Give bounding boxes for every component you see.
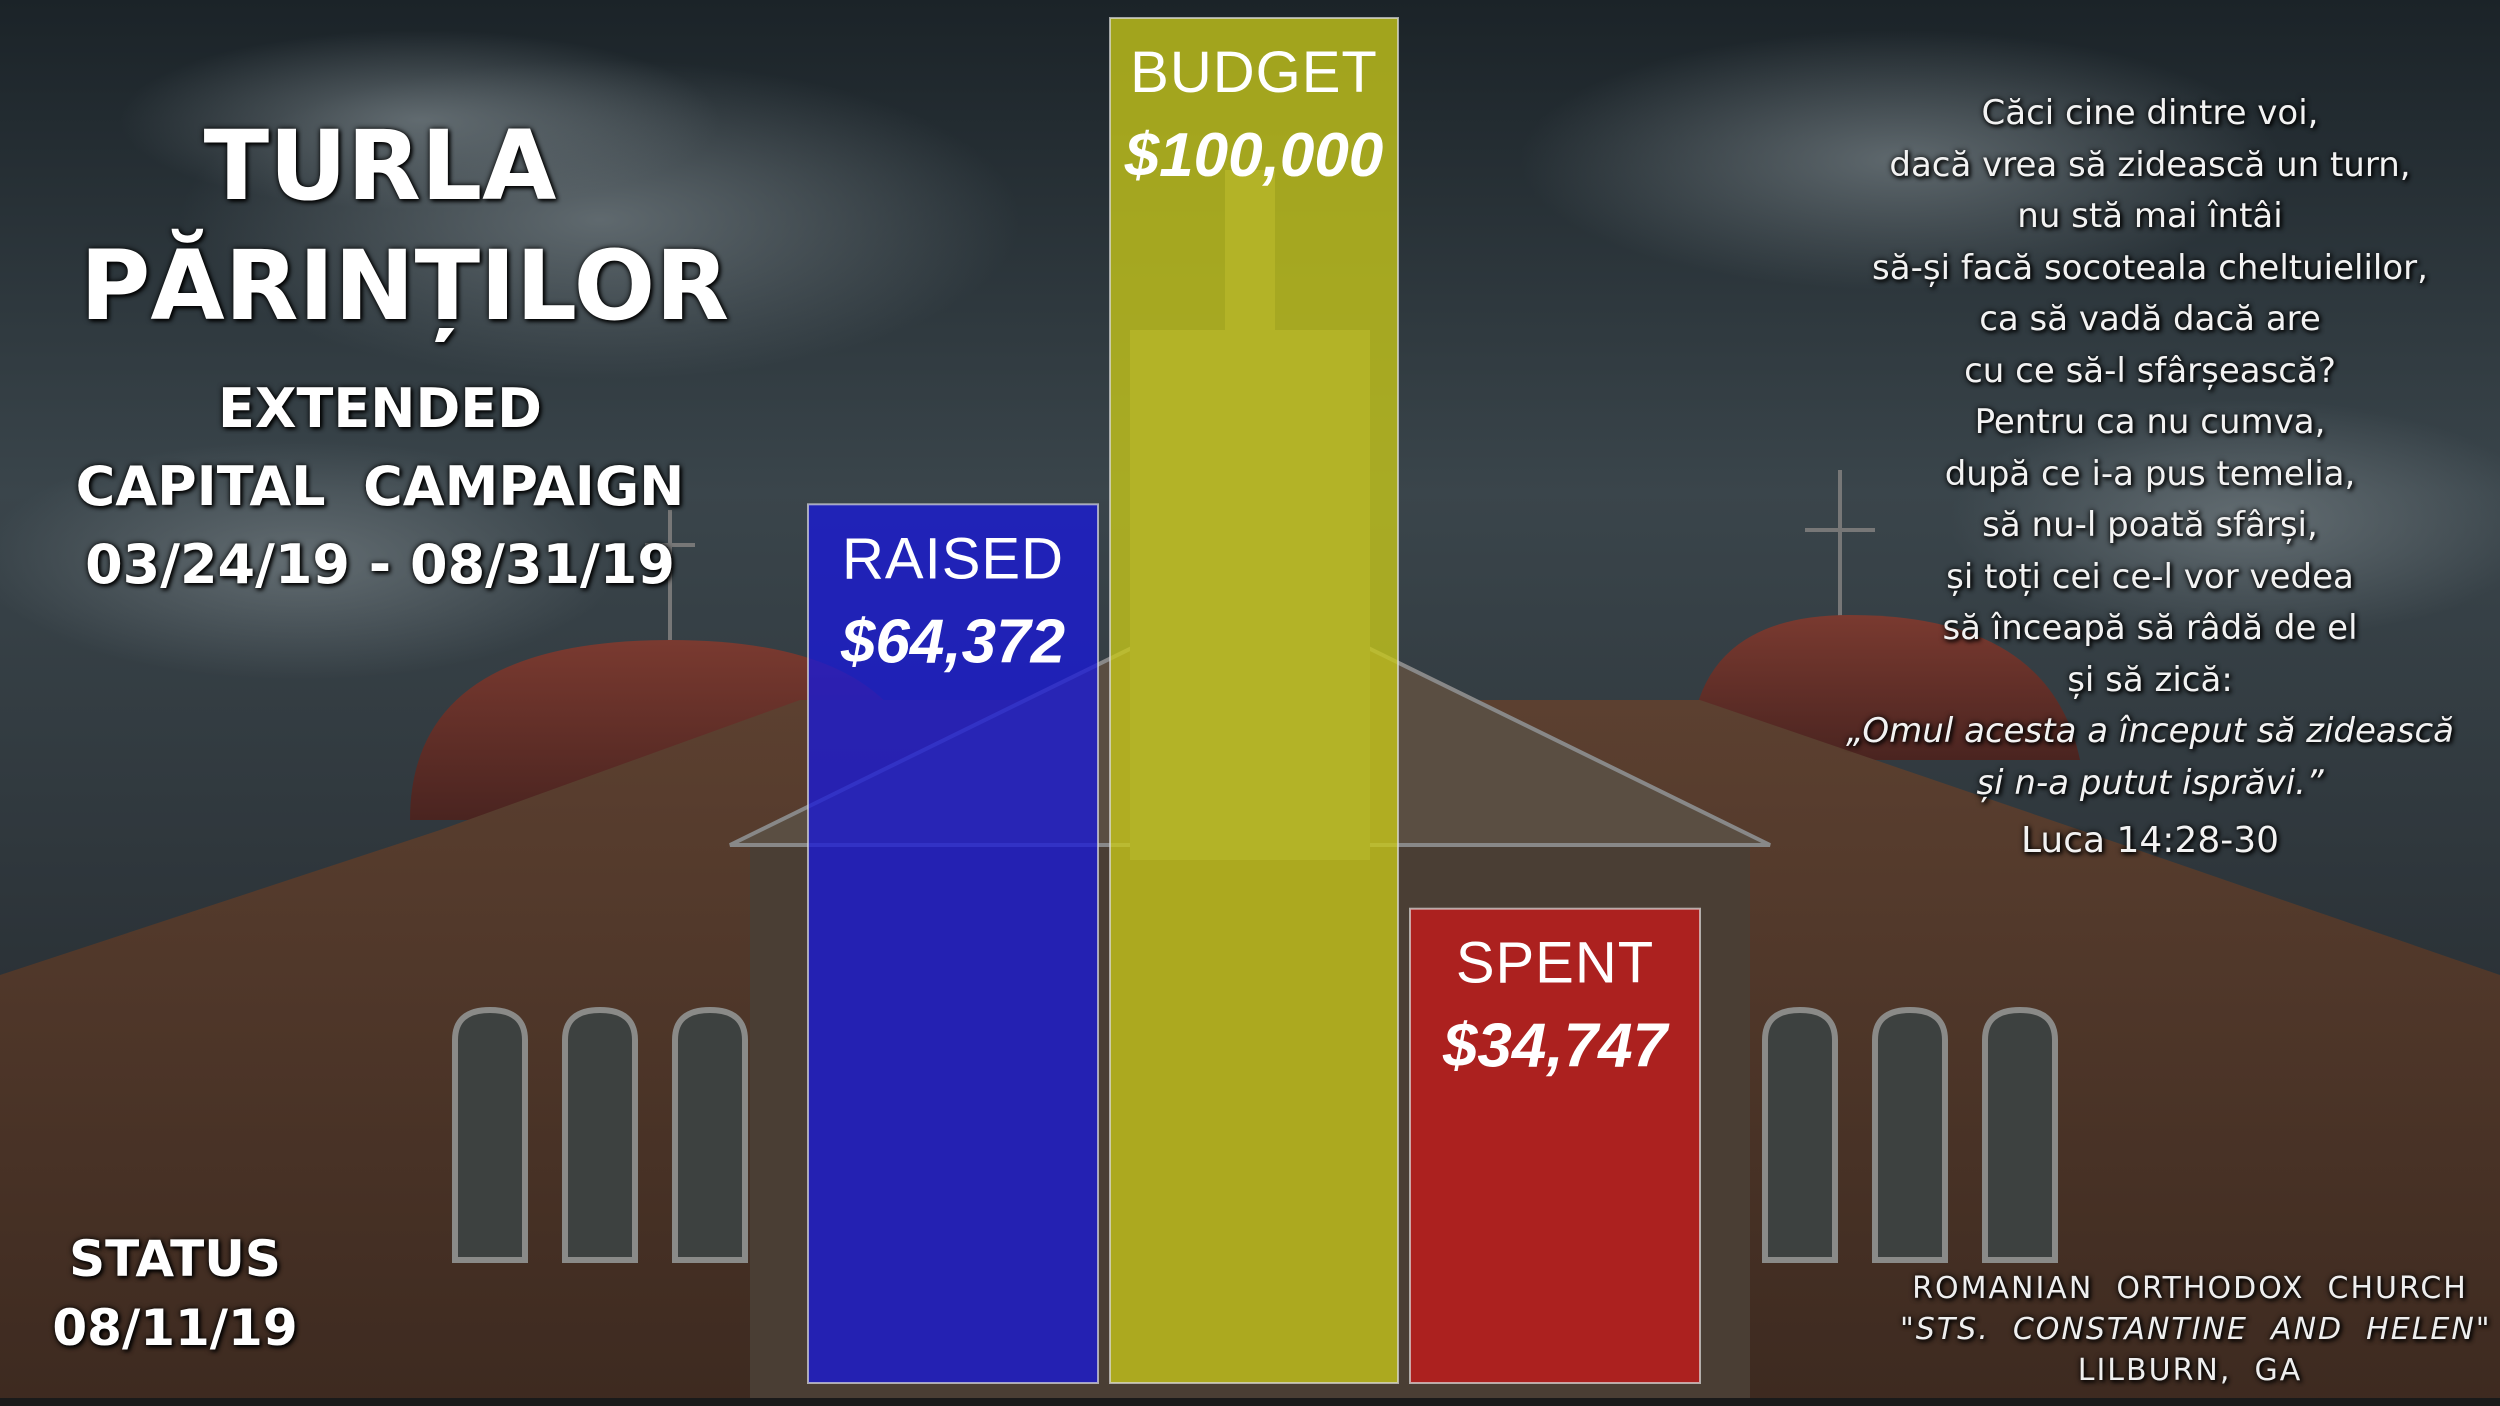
campaign-extended: EXTENDED <box>218 377 542 440</box>
verse-line: nu stă mai întâi <box>2017 196 2283 236</box>
bar-value-raised: $64,372 <box>840 607 1065 676</box>
cloud <box>120 30 720 210</box>
verse-line: să-și facă socoteala cheltuielilor, <box>1872 247 2428 288</box>
verse-line: să nu-l poată sfârși, <box>1982 505 2318 545</box>
bar-value-spent: $34,747 <box>1442 1012 1670 1081</box>
bar-budget <box>1109 17 1399 1384</box>
verse-line: dacă vrea să zidească un turn, <box>1889 144 2411 185</box>
status-label: STATUS <box>69 1230 281 1288</box>
right-dome <box>1690 615 2080 760</box>
verse-line: după ce i-a pus temelia, <box>1944 453 2356 494</box>
verse-line: și să zică: <box>2067 659 2233 700</box>
bar-label-raised: RAISED <box>842 526 1064 591</box>
verse-line: ca să vadă dacă are <box>1979 299 2321 339</box>
verse-line: Pentru ca nu cumva, <box>1974 402 2326 442</box>
cloud <box>1520 30 2280 290</box>
cloud <box>0 440 620 680</box>
bar-label-spent: SPENT <box>1456 931 1654 996</box>
bar-raised <box>807 503 1099 1384</box>
bar-spent <box>1409 907 1701 1384</box>
verse-quote: „Omul acesta a început să zidească <box>1846 711 2454 751</box>
windows <box>452 1006 2058 1263</box>
bible-verse: Căci cine dintre voi, dacă vrea să zidea… <box>1800 88 2500 867</box>
verse-reference: Luca 14:28-30 <box>2020 820 2280 861</box>
bar-value-budget: $100,000 <box>1124 121 1384 190</box>
verse-line: cu ce să-l sfârșească? <box>1964 350 2336 391</box>
title-line1: TURLA <box>203 110 557 222</box>
cloud <box>1950 400 2500 640</box>
verse-quote: și n-a putut isprăvi.” <box>1976 762 2324 803</box>
title-line2: PĂRINȚILOR <box>80 230 730 342</box>
church-location: LILBURN, GA <box>2077 1353 2303 1388</box>
verse-line: să înceapă să râdă de el <box>1942 608 2358 648</box>
ground-line <box>0 1398 2500 1406</box>
verse-line: și toți cei ce-l vor vedea <box>1946 556 2354 597</box>
campaign-name: CAPITAL CAMPAIGN <box>75 455 685 518</box>
verse-line: Căci cine dintre voi, <box>1981 93 2319 133</box>
church-name: ROMANIAN ORTHODOX CHURCH <box>1912 1271 2468 1306</box>
campaign-dates: 03/24/19 - 08/31/19 <box>85 533 675 596</box>
bar-label-budget: BUDGET <box>1130 40 1378 105</box>
church-footer: ROMANIAN ORTHODOX CHURCH "STS. CONSTANTI… <box>1900 1268 2492 1391</box>
status-date: 08/11/19 <box>52 1299 298 1357</box>
church-saints: "STS. CONSTANTINE AND HELEN" <box>1900 1312 2492 1347</box>
